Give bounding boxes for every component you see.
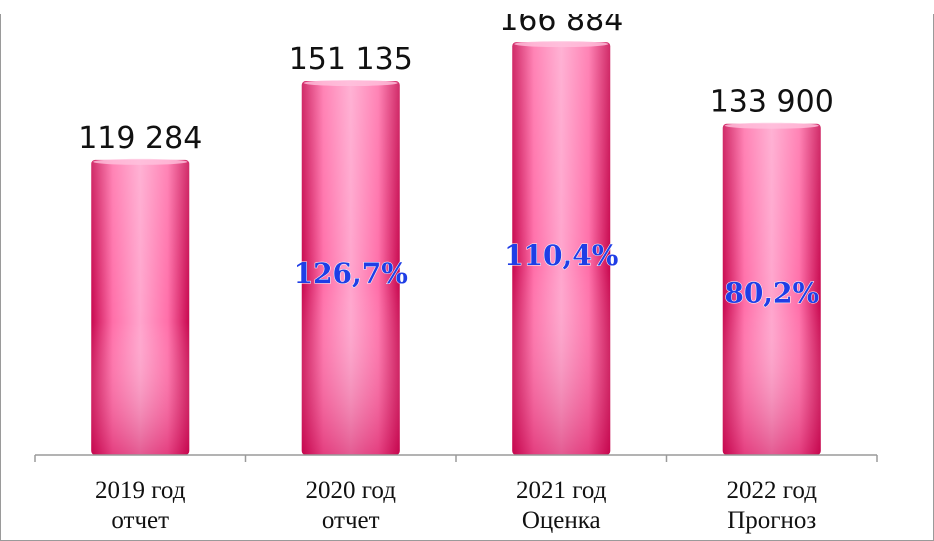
bar-3 xyxy=(512,41,611,456)
bar-1 xyxy=(91,158,190,455)
bar-cap xyxy=(514,41,609,48)
data-label-value: 119 284 xyxy=(78,121,202,156)
data-label-percent: 126,7% xyxy=(294,257,408,290)
bar-4 xyxy=(722,122,821,455)
data-label-value: 151 135 xyxy=(289,42,413,77)
x-tick-label: 2020 год xyxy=(306,477,397,504)
data-label-percent: 110,4% xyxy=(504,239,618,272)
bar-cap xyxy=(724,122,819,129)
top-strip xyxy=(0,0,934,14)
x-tick-label: отчет xyxy=(322,507,380,534)
x-tick-label: Оценка xyxy=(522,507,601,534)
bar-shade xyxy=(512,42,611,456)
data-label-percent: 80,2% xyxy=(724,277,819,310)
bar-shade xyxy=(722,123,821,455)
data-label-value: 133 900 xyxy=(710,85,834,120)
bar-cap xyxy=(303,80,398,87)
x-tick-label: 2021 год xyxy=(516,477,607,504)
bar-shade xyxy=(301,81,400,455)
x-tick-label: отчет xyxy=(111,507,169,534)
bar-shade xyxy=(91,159,190,455)
x-tick-label: 2019 год xyxy=(95,477,186,504)
bar-2 xyxy=(301,80,400,455)
x-tick-label: 2022 год xyxy=(727,477,818,504)
bar-cap xyxy=(93,158,188,165)
x-tick-label: Прогноз xyxy=(727,507,816,534)
